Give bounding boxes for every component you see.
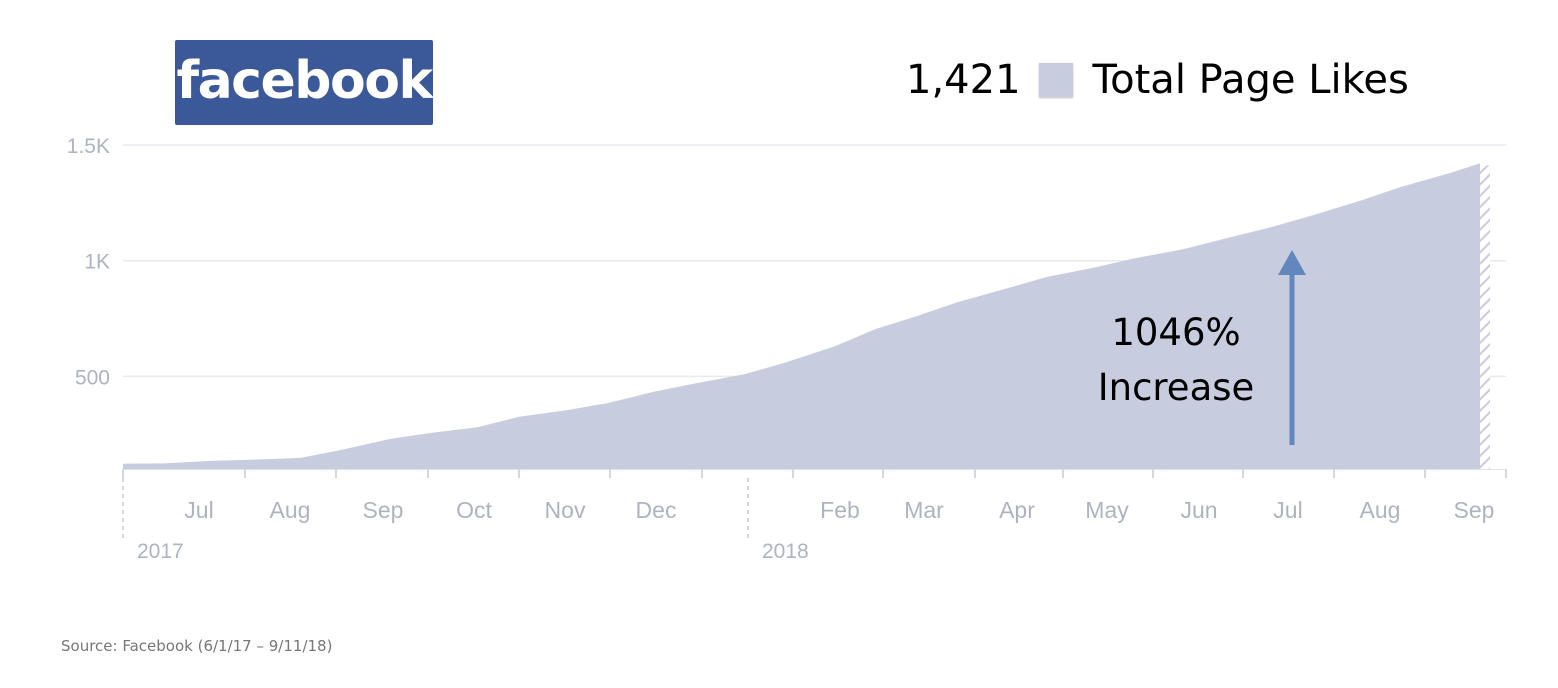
annotation-label: Increase [1098,366,1255,409]
x-tick-label: Apr [999,497,1035,523]
year-label: 2017 [137,540,184,563]
x-tick-label: Mar [904,497,944,523]
x-tick-label: Feb [820,497,860,523]
y-tick-label: 1.5K [67,135,110,158]
legend-label: Total Page Likes [1092,57,1409,103]
x-tick-label: Jul [184,497,213,523]
x-tick-label: Aug [1360,497,1401,523]
annotation-percent: 1046% [1111,311,1240,354]
x-tick-label: Aug [270,497,311,523]
y-tick-label: 1K [84,251,110,274]
x-tick-label: Nov [545,497,586,523]
increase-arrow-head [1278,250,1306,275]
source-note: Source: Facebook (6/1/17 – 9/11/18) [61,637,333,655]
year-label: 2018 [762,540,809,563]
y-tick-label: 500 [75,366,110,389]
legend: 1,421 Total Page Likes [906,50,1409,110]
legend-swatch [1038,63,1073,97]
x-tick-label: Jul [1273,497,1302,523]
x-tick-label: Oct [456,497,492,523]
x-tick-label: Sep [363,497,404,523]
x-tick-label: Jun [1180,497,1217,523]
current-period-hatch [1480,165,1490,470]
x-tick-label: Dec [636,497,677,523]
x-tick-label: Sep [1454,497,1495,523]
likes-area [123,163,1480,470]
legend-value: 1,421 [906,57,1021,103]
facebook-logo: facebook [175,40,433,125]
x-tick-label: May [1085,497,1129,523]
annotation: 1046% Increase [1098,250,1306,445]
facebook-logo-text: facebook [176,50,433,111]
x-axis: Jul Aug Sep Oct Nov Dec Feb Mar Apr May Jun Jul Aug S… [122,469,1507,563]
area-layer [123,163,1490,470]
